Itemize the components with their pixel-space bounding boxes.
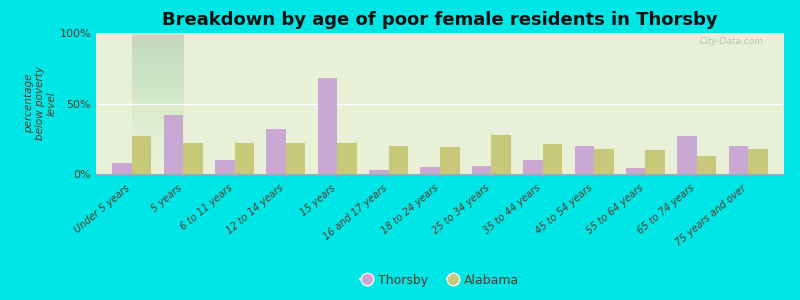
Bar <box>729 146 748 174</box>
Bar <box>132 136 151 174</box>
Bar <box>389 146 408 174</box>
Y-axis label: percentage
below poverty
level: percentage below poverty level <box>23 67 57 140</box>
Bar <box>626 168 646 174</box>
Bar <box>164 115 183 174</box>
Bar <box>523 160 542 174</box>
Bar <box>183 143 202 174</box>
Text: City-Data.com: City-Data.com <box>699 37 763 46</box>
Bar <box>646 150 665 174</box>
Bar <box>491 134 511 174</box>
Bar <box>234 143 254 174</box>
Bar <box>574 146 594 174</box>
Bar <box>440 147 459 174</box>
Bar <box>697 156 716 174</box>
Bar <box>678 136 697 174</box>
Bar <box>318 78 338 174</box>
Legend: Thorsby, Alabama: Thorsby, Alabama <box>355 269 525 292</box>
Bar <box>421 167 440 174</box>
Bar <box>215 160 234 174</box>
Bar <box>266 129 286 174</box>
Bar <box>542 144 562 174</box>
Bar <box>594 148 614 174</box>
Bar <box>338 143 357 174</box>
Bar <box>113 163 132 174</box>
Bar <box>369 170 389 174</box>
Bar <box>472 166 491 174</box>
Bar <box>286 143 306 174</box>
Bar <box>748 148 767 174</box>
Title: Breakdown by age of poor female residents in Thorsby: Breakdown by age of poor female resident… <box>162 11 718 29</box>
